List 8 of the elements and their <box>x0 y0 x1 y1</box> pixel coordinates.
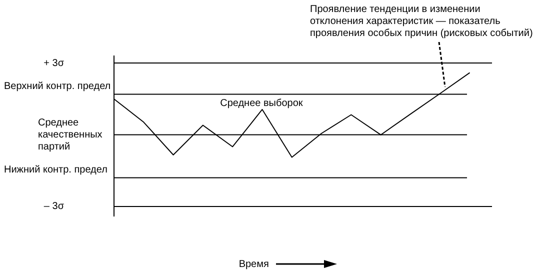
text: Проявление тенденции в изменении отклонения характеристик — показатель проявления особых причин (рисковых событий) <box>310 4 533 39</box>
ref-line-label: Нижний контр. предел <box>4 164 108 176</box>
annotation: Среднее выборок <box>220 98 304 109</box>
y-tick-label: + 3σ <box>44 58 65 69</box>
ref-line-label: Среднее качественных партий <box>38 118 102 153</box>
y-tick-label: – 3σ <box>44 201 65 212</box>
ref-line-label: Верхний контр. предел <box>4 80 111 92</box>
x-axis-title: Время <box>238 258 269 270</box>
